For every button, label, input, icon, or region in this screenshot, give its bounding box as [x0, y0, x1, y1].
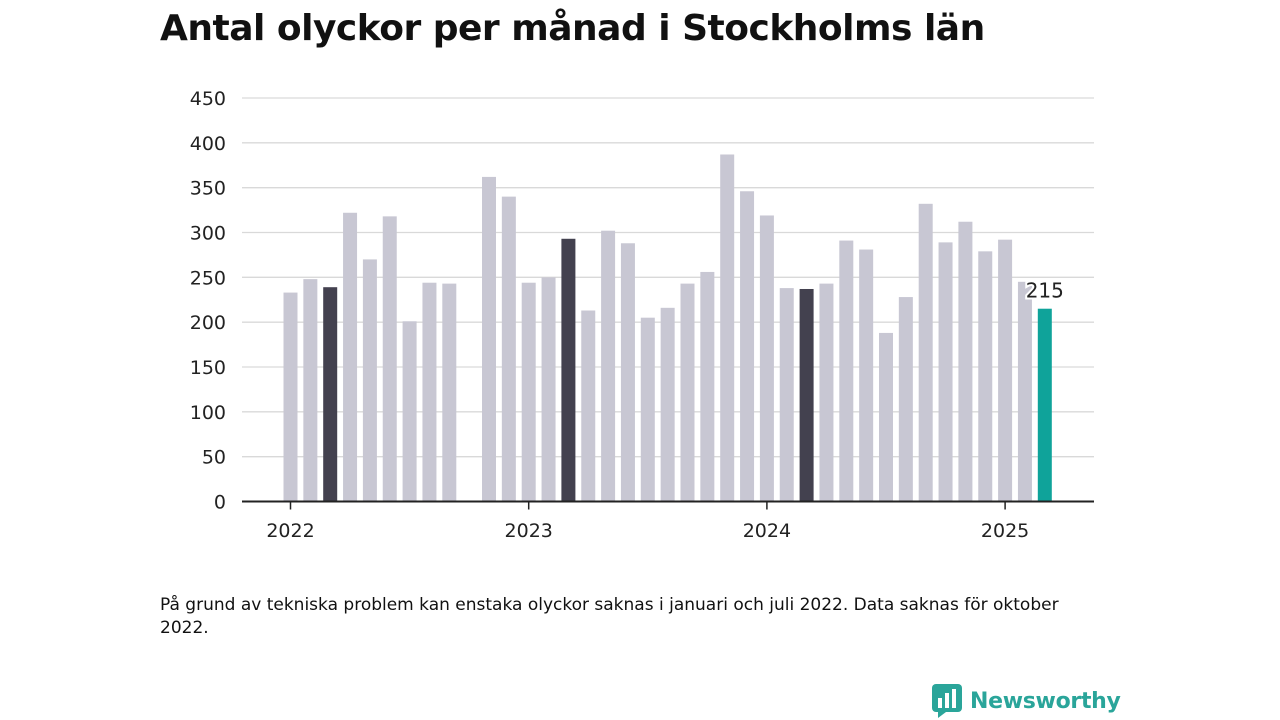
bar-2023-10 [700, 271, 715, 501]
y-tick-label: 150 [190, 357, 226, 379]
bar-2024-08 [898, 297, 913, 501]
bar-2025-02 [1017, 281, 1032, 501]
bar-2022-12 [501, 196, 516, 501]
bar-2022-08 [422, 282, 437, 501]
x-tick-label: 2023 [505, 520, 553, 542]
newsworthy-logo-icon [932, 684, 962, 718]
y-tick-label: 350 [190, 178, 226, 200]
bar-2022-02 [303, 279, 318, 501]
value-labels: 215 [1024, 277, 1066, 305]
x-tick-label: 2025 [981, 520, 1029, 542]
bar-2023-01 [521, 282, 536, 501]
y-tick-label: 400 [190, 133, 226, 155]
newsworthy-logo: Newsworthy [932, 682, 1121, 720]
x-axis-ticks: 2022 2023 2024 2025 [266, 501, 1029, 542]
bar-2023-09 [680, 283, 695, 501]
y-tick-label: 250 [190, 267, 226, 289]
y-tick-label: 450 [190, 88, 226, 110]
bar-2024-06 [859, 249, 874, 501]
bar-2025-01 [998, 239, 1013, 501]
bar-2022-03 [323, 287, 338, 501]
y-tick-label: 100 [190, 402, 226, 424]
bar-2023-04 [581, 310, 596, 501]
bar-2024-05 [839, 240, 854, 501]
bar-series [283, 154, 1052, 501]
bar-2023-06 [620, 243, 635, 501]
chart-title: Antal olyckor per månad i Stockholms län [160, 8, 985, 49]
y-tick-label: 0 [214, 492, 226, 514]
bar-2022-01 [283, 292, 298, 501]
bar-2023-07 [640, 317, 655, 501]
bar-2023-12 [740, 191, 755, 501]
bar-2022-04 [343, 212, 358, 501]
bar-2024-02 [779, 288, 794, 501]
bar-2024-01 [759, 215, 774, 501]
y-tick-label: 300 [190, 223, 226, 245]
bar-chart: 0 50 100 150 200 250 300 350 400 450 2022 2023 2024… [190, 88, 1094, 542]
bar-2023-05 [601, 230, 616, 501]
value-label-2025-03: 215 [1026, 279, 1064, 303]
bar-2022-09 [442, 283, 457, 501]
bar-2023-02 [541, 277, 556, 501]
bar-2022-05 [362, 259, 377, 501]
x-tick-label: 2024 [743, 520, 791, 542]
footnote: På grund av tekniska problem kan enstaka… [160, 595, 1059, 638]
brand-name: Newsworthy [970, 688, 1121, 714]
bar-2022-07 [402, 321, 417, 501]
bar-2024-10 [938, 242, 953, 501]
bar-2025-03 [1037, 308, 1052, 501]
y-tick-label: 200 [190, 312, 226, 334]
bar-2023-11 [720, 154, 735, 501]
bar-2024-11 [958, 221, 973, 501]
bar-2022-11 [482, 176, 496, 501]
bar-2024-07 [879, 332, 893, 501]
bar-2024-03 [799, 288, 814, 501]
y-tick-label: 50 [202, 447, 226, 469]
bar-2024-09 [918, 203, 933, 501]
bar-2023-03 [561, 238, 576, 501]
bar-2022-06 [382, 216, 397, 501]
bar-2024-12 [978, 251, 993, 501]
y-axis-tick-labels: 0 50 100 150 200 250 300 350 400 450 [190, 88, 226, 514]
bar-2023-08 [660, 307, 675, 501]
bar-2024-04 [819, 283, 834, 501]
x-tick-label: 2022 [266, 520, 314, 542]
